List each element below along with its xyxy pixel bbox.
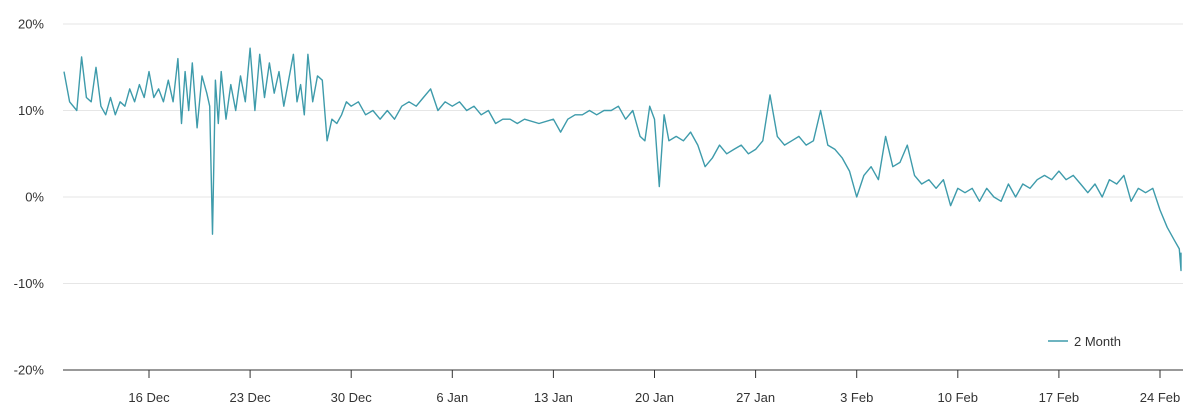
x-tick-label: 13 Jan	[534, 390, 573, 405]
x-tick-label: 3 Feb	[840, 390, 873, 405]
x-axis-tick-labels: 16 Dec 23 Dec 30 Dec 6 Jan 13 Jan 20 Jan 27 Ja…	[128, 390, 1180, 405]
x-tick-label: 6 Jan	[436, 390, 468, 405]
y-axis-tick-labels: 20% 10% 0% -10% -20%	[14, 17, 45, 378]
y-tick-label: -20%	[14, 363, 45, 378]
x-axis-ticks	[148, 370, 1161, 378]
y-tick-label: 0%	[25, 190, 44, 205]
x-tick-label: 24 Feb	[1140, 390, 1180, 405]
y-tick-label: 20%	[18, 17, 44, 32]
legend[interactable]: 2 Month	[1048, 334, 1121, 349]
series-line-2-month	[63, 47, 1182, 272]
x-tick-label: 23 Dec	[229, 390, 271, 405]
legend-label: 2 Month	[1074, 334, 1121, 349]
x-tick-label: 17 Feb	[1039, 390, 1079, 405]
x-tick-label: 27 Jan	[736, 390, 775, 405]
x-tick-label: 30 Dec	[331, 390, 373, 405]
grid-lines	[63, 23, 1183, 284]
x-tick-label: 10 Feb	[938, 390, 978, 405]
x-tick-label: 16 Dec	[128, 390, 170, 405]
y-tick-label: 10%	[18, 103, 44, 118]
y-tick-label: -10%	[14, 276, 45, 291]
x-tick-label: 20 Jan	[635, 390, 674, 405]
